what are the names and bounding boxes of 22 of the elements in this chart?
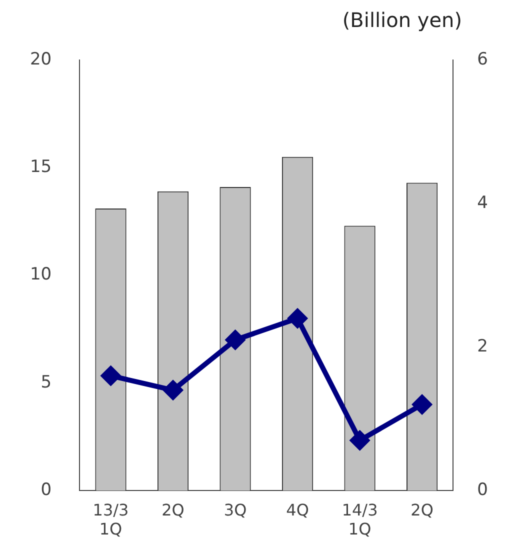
y2-tick-label: 4: [477, 192, 488, 213]
x-tick-label: 3Q: [224, 500, 247, 520]
y2-tick-label: 2: [477, 336, 488, 356]
x-tick-label: 2Q: [162, 500, 184, 520]
point: [288, 308, 308, 328]
y-tick-label: 10: [30, 264, 52, 285]
point: [350, 430, 370, 450]
x-tick-label: 14/3 1Q: [342, 500, 378, 539]
x-tick-label: 13/3 1Q: [92, 500, 129, 539]
y2-tick-label: 6: [477, 49, 488, 70]
x-tick-label: 4Q: [286, 500, 309, 520]
point: [226, 330, 245, 350]
point: [164, 380, 183, 400]
y2-tick-label: 0: [477, 480, 488, 500]
y-tick-label: 5: [40, 372, 52, 392]
point: [101, 366, 120, 386]
point: [412, 394, 432, 414]
y-tick-label: 0: [40, 480, 52, 500]
x-tick-label: 2Q: [410, 500, 434, 520]
y-tick-label: 20: [30, 49, 52, 70]
y-tick-label: 15: [30, 157, 52, 178]
text: (Billion yen): [342, 8, 462, 32]
